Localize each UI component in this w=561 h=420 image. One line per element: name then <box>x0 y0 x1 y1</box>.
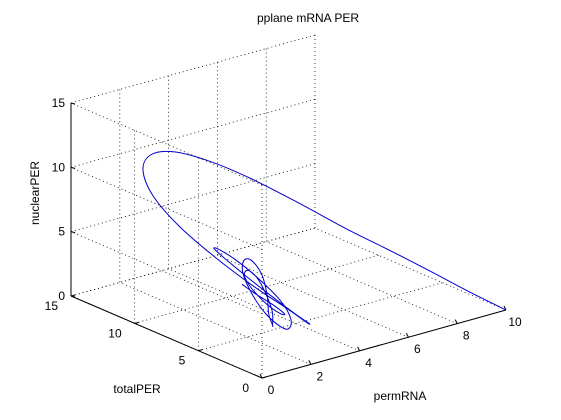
z-tick-mark <box>70 231 76 234</box>
z-tick-mark <box>70 166 76 169</box>
y-tick-mark <box>198 349 203 352</box>
z-tick-mark <box>70 102 76 105</box>
y-tick-mark <box>261 376 267 379</box>
axes <box>70 102 507 379</box>
x-tick-label: 6 <box>414 342 421 356</box>
y-axis-line <box>70 295 263 379</box>
x-tick-label: 8 <box>463 329 470 343</box>
y-tick-label: 5 <box>179 354 186 368</box>
grid-line-back-z <box>70 163 316 233</box>
grid-lines <box>70 34 507 379</box>
z-tick-label: 0 <box>58 289 65 303</box>
z-tick-label: 10 <box>52 160 66 174</box>
z-tick-label: 15 <box>52 96 66 110</box>
z-axis-label: nuclearPER <box>28 161 42 225</box>
x-axis-line <box>261 309 507 379</box>
grid-line-side-z <box>70 166 263 250</box>
grid-line-side-z <box>70 102 263 186</box>
x-tick-label: 10 <box>508 315 522 329</box>
y-tick-mark <box>134 321 139 324</box>
y-tick-label: 10 <box>108 326 122 340</box>
x-tick-label: 4 <box>365 356 372 370</box>
grid-line-side-z <box>70 231 263 315</box>
chart-title: pplane mRNA PER <box>257 11 359 25</box>
x-tick-mark <box>259 373 263 379</box>
z-tick-label: 5 <box>58 225 65 239</box>
y-tick-label: 15 <box>45 299 59 313</box>
x-tick-mark <box>308 360 312 365</box>
x-tick-label: 0 <box>268 383 275 397</box>
y-axis-label: totalPER <box>113 382 161 396</box>
x-tick-mark <box>454 319 458 324</box>
grid-line-floor-y <box>198 282 443 352</box>
x-tick-mark <box>357 346 361 352</box>
grid-line-floor-x <box>314 227 507 311</box>
grid-line-back-z <box>70 98 316 168</box>
series-layer <box>142 150 507 330</box>
grid-line-floor-x <box>119 282 311 365</box>
grid-line-floor-x <box>266 241 458 324</box>
trajectory-series-line <box>142 150 507 330</box>
y-tick-label: 0 <box>242 381 249 395</box>
grid-line-back-z <box>70 34 316 104</box>
x-axis-label: permRNA <box>374 389 427 403</box>
x-tick-label: 2 <box>316 369 323 383</box>
z-tick-mark <box>70 295 76 298</box>
x-tick-mark <box>405 332 409 338</box>
